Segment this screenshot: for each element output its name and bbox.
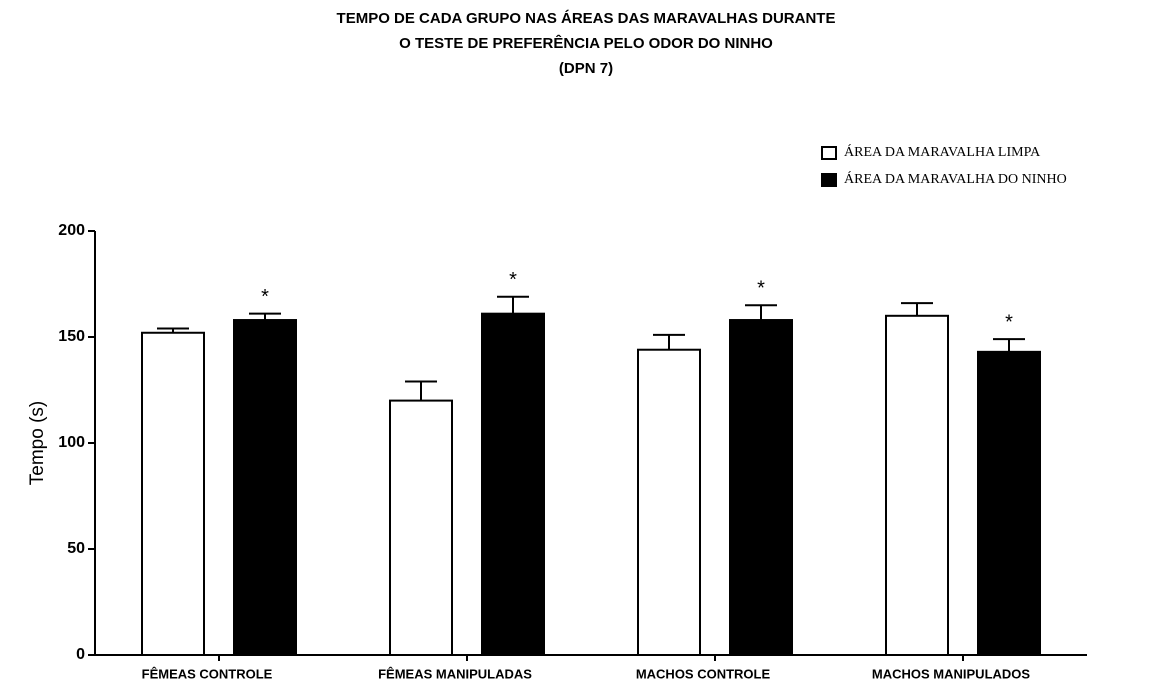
y-tick-label: 100 [58, 434, 85, 451]
bar [729, 319, 793, 656]
chart-title: (DPN 7) [559, 60, 613, 77]
bar [977, 350, 1041, 656]
chart-title: TEMPO DE CADA GRUPO NAS ÁREAS DAS MARAVA… [337, 10, 836, 27]
y-tick-label: 150 [58, 328, 85, 345]
y-tick-label: 200 [58, 222, 85, 239]
x-tick-label: FÊMEAS MANIPULADAS [378, 666, 532, 681]
bar [637, 348, 701, 656]
significance-marker: * [757, 277, 765, 299]
bar [389, 399, 453, 656]
y-axis-label: Tempo (s) [27, 401, 48, 485]
legend-label: ÁREA DA MARAVALHA LIMPA [844, 143, 1041, 160]
bar [233, 319, 297, 656]
x-tick-label: FÊMEAS CONTROLE [142, 666, 273, 681]
chart-title: O TESTE DE PREFERÊNCIA PELO ODOR DO NINH… [399, 34, 773, 52]
bar [481, 312, 545, 656]
x-tick-label: MACHOS MANIPULADOS [872, 666, 1030, 681]
legend-swatch [821, 146, 837, 160]
legend-swatch [821, 173, 837, 187]
significance-marker: * [1005, 311, 1013, 333]
y-tick-label: 50 [67, 540, 85, 557]
bar [885, 314, 949, 656]
x-tick-label: MACHOS CONTROLE [636, 666, 771, 681]
significance-marker: * [509, 269, 517, 291]
legend-label: ÁREA DA MARAVALHA DO NINHO [844, 170, 1067, 187]
bar [141, 331, 205, 656]
y-tick-label: 0 [76, 646, 85, 663]
significance-marker: * [261, 286, 269, 308]
